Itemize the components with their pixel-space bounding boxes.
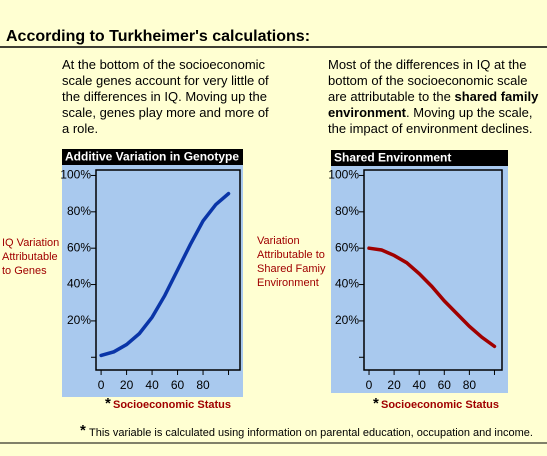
description: At the bottom of the socioeconomic scale…: [62, 57, 277, 137]
y-tick-label: 40%: [67, 277, 91, 291]
x-tick-label: 60: [438, 378, 452, 392]
y-label: Attributable: [2, 251, 58, 263]
x-tick-label: 40: [145, 378, 159, 392]
description-text: Most of the differences in IQ at the bot…: [328, 57, 528, 104]
y-tick-label: 20%: [67, 313, 91, 327]
x-tick-label: 80: [196, 378, 210, 392]
y-label: Environment: [257, 277, 319, 289]
y-label: to Genes: [2, 265, 47, 277]
x-label-marker: *: [105, 395, 111, 412]
panel: [331, 166, 508, 393]
line: [367, 246, 497, 349]
y-tick-label: 20%: [335, 313, 359, 327]
description-text: . Moving up the scale, the impact of env…: [328, 105, 533, 136]
plot-frame: [95, 169, 241, 371]
x-tick-label: 0: [98, 378, 105, 392]
y-tick-label: 60%: [67, 240, 91, 254]
x-tick-label: 80: [463, 378, 477, 392]
description: Most of the differences in IQ at the bot…: [328, 57, 546, 137]
line: [99, 191, 231, 358]
y-label: Variation: [257, 235, 300, 247]
footnote: This variable is calculated using inform…: [89, 427, 533, 439]
x-label: Socioeconomic Status: [113, 399, 231, 411]
plot-frame: [363, 169, 503, 371]
panel: [62, 165, 243, 397]
title-bar: [62, 149, 243, 165]
y-label: Attributable to: [257, 249, 325, 261]
x-label: Socioeconomic Status: [381, 399, 499, 411]
x-tick-label: 40: [413, 378, 427, 392]
y-label: Shared Famiy: [257, 263, 326, 275]
footnote-marker: *: [80, 422, 86, 439]
x-tick-label: 20: [120, 378, 134, 392]
y-tick-label: 80%: [335, 204, 359, 218]
y-tick-label: 80%: [67, 204, 91, 218]
chart-title: Additive Variation in Genotype: [65, 150, 239, 164]
y-tick-label: 60%: [335, 240, 359, 254]
x-tick-label: 60: [171, 378, 185, 392]
y-tick-label: 40%: [335, 277, 359, 291]
heading: According to Turkheimer's calculations:: [6, 28, 310, 45]
x-label-marker: *: [373, 395, 379, 412]
y-label: IQ Variation: [2, 237, 59, 249]
description-text: At the bottom of the socioeconomic scale…: [62, 57, 269, 136]
y-tick-label: 100%: [328, 168, 359, 182]
title-bar: [331, 150, 508, 166]
description-text: shared family environment: [328, 89, 539, 120]
chart-title: Shared Environment: [334, 151, 451, 165]
x-tick-label: 20: [387, 378, 401, 392]
y-tick-label: 100%: [60, 168, 91, 182]
x-tick-label: 0: [366, 378, 373, 392]
